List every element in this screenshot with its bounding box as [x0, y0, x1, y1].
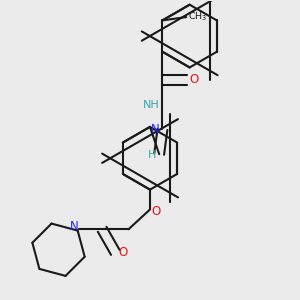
Text: N: N — [151, 123, 160, 136]
Text: CH$_3$: CH$_3$ — [188, 11, 207, 23]
Text: NH: NH — [143, 100, 160, 110]
Text: H: H — [148, 150, 157, 160]
Text: O: O — [118, 246, 127, 259]
Text: N: N — [70, 220, 78, 233]
Text: O: O — [152, 205, 161, 218]
Text: O: O — [190, 73, 199, 86]
